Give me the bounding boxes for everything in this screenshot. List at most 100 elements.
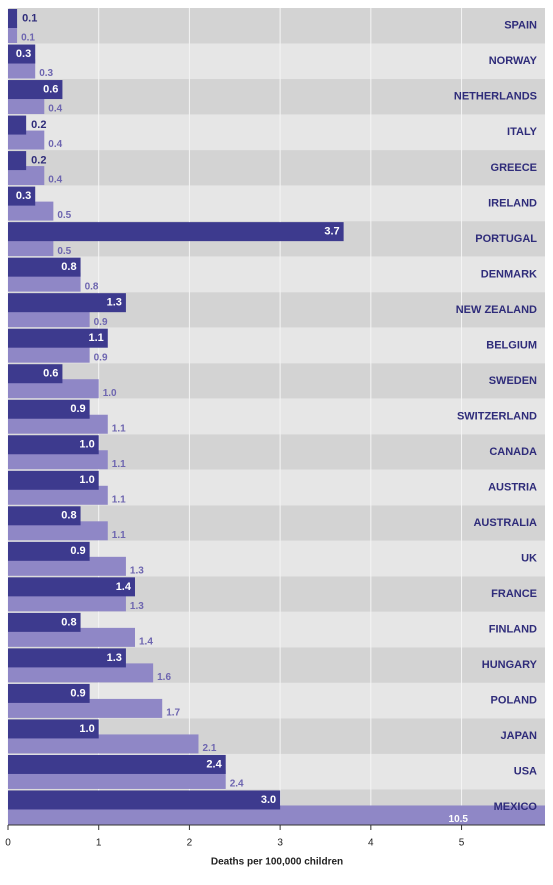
bar — [8, 308, 90, 328]
bar — [8, 364, 63, 384]
x-tick-label: 3 — [277, 838, 283, 849]
bar — [8, 9, 18, 28]
value-label: 1.1 — [112, 423, 126, 434]
value-label: 0.1 — [21, 33, 35, 44]
value-label: 0.9 — [94, 352, 108, 363]
value-label: 0.9 — [70, 687, 85, 699]
x-axis-title: Deaths per 100,000 children — [211, 857, 343, 868]
bar — [8, 592, 126, 612]
category-label: UK — [521, 552, 537, 564]
category-label: SWEDEN — [489, 375, 537, 387]
bar — [8, 237, 54, 257]
value-label: 1.6 — [157, 672, 171, 683]
category-label: SWITZERLAND — [457, 410, 537, 422]
value-label: 1.1 — [112, 459, 126, 470]
bar — [8, 698, 163, 718]
value-label: 1.0 — [79, 439, 94, 451]
value-label: 0.3 — [16, 190, 31, 202]
bar — [8, 627, 135, 647]
bar — [8, 414, 108, 434]
value-label: 0.5 — [57, 210, 71, 221]
x-tick-label: 5 — [459, 838, 465, 849]
value-label: 1.0 — [103, 388, 117, 399]
bar — [8, 754, 226, 774]
value-label: 1.4 — [116, 581, 132, 593]
category-label: POLAND — [491, 695, 538, 707]
bar — [8, 272, 81, 292]
bar — [8, 166, 45, 186]
category-label: PORTUGAL — [475, 233, 537, 245]
value-label: 1.4 — [139, 637, 153, 648]
bar — [8, 201, 54, 221]
value-label: 1.3 — [130, 601, 144, 612]
value-label: 1.3 — [107, 297, 122, 309]
category-label: HUNGARY — [482, 659, 538, 671]
x-tick-label: 1 — [96, 838, 102, 849]
row-band — [8, 79, 545, 115]
row-band — [8, 114, 545, 151]
value-label: 0.6 — [43, 368, 58, 380]
bar — [8, 805, 545, 825]
x-tick-label: 2 — [187, 838, 193, 849]
category-label: SPAIN — [504, 20, 537, 32]
bar — [8, 450, 108, 470]
bar — [8, 328, 108, 348]
value-label: 1.7 — [166, 708, 180, 719]
category-label: NETHERLANDS — [454, 91, 537, 103]
value-label: 0.5 — [57, 246, 71, 257]
value-label: 2.4 — [206, 758, 222, 770]
category-label: AUSTRALIA — [473, 517, 537, 529]
bar — [8, 343, 90, 363]
value-label: 0.4 — [48, 139, 62, 150]
category-label: JAPAN — [501, 730, 538, 742]
category-label: CANADA — [489, 446, 537, 458]
category-label: USA — [514, 766, 537, 778]
value-label: 0.9 — [94, 317, 108, 328]
value-label: 3.7 — [324, 226, 339, 238]
bar — [8, 577, 135, 597]
value-label: 0.9 — [70, 403, 85, 415]
value-label: 10.5 — [449, 814, 469, 825]
bar — [8, 435, 99, 455]
bar — [8, 80, 63, 100]
value-label: 0.4 — [48, 104, 62, 115]
row-band — [8, 8, 545, 44]
bar — [8, 485, 108, 505]
value-label: 0.3 — [16, 48, 31, 60]
value-label: 0.1 — [22, 12, 37, 24]
bar — [8, 186, 36, 206]
category-label: IRELAND — [488, 197, 537, 209]
bar — [8, 506, 81, 526]
bar — [8, 663, 154, 683]
value-label: 2.4 — [230, 779, 244, 790]
bar — [8, 293, 126, 313]
bar — [8, 222, 344, 242]
category-label: FRANCE — [491, 588, 537, 600]
bar — [8, 648, 126, 668]
value-label: 1.3 — [130, 565, 144, 576]
category-label: DENMARK — [481, 268, 537, 280]
value-label: 0.6 — [43, 83, 58, 95]
bar — [8, 769, 226, 789]
row-band — [8, 43, 545, 80]
bar — [8, 115, 27, 135]
value-label: 1.3 — [107, 652, 122, 664]
category-label: NEW ZEALAND — [456, 304, 537, 316]
value-label: 1.1 — [88, 332, 103, 344]
bar — [8, 556, 126, 576]
value-label: 0.4 — [48, 175, 62, 186]
category-label: FINLAND — [489, 624, 537, 636]
bar — [8, 24, 18, 43]
value-label: 1.1 — [112, 530, 126, 541]
x-tick-label: 0 — [5, 838, 11, 849]
value-label: 1.0 — [79, 723, 94, 735]
category-label: GREECE — [491, 162, 537, 174]
bar — [8, 541, 90, 561]
bar — [8, 521, 108, 541]
value-label: 0.8 — [85, 281, 99, 292]
value-label: 0.2 — [31, 119, 46, 131]
row-band — [8, 256, 545, 293]
value-label: 1.1 — [112, 494, 126, 505]
bar — [8, 151, 27, 171]
row-band — [8, 150, 545, 186]
